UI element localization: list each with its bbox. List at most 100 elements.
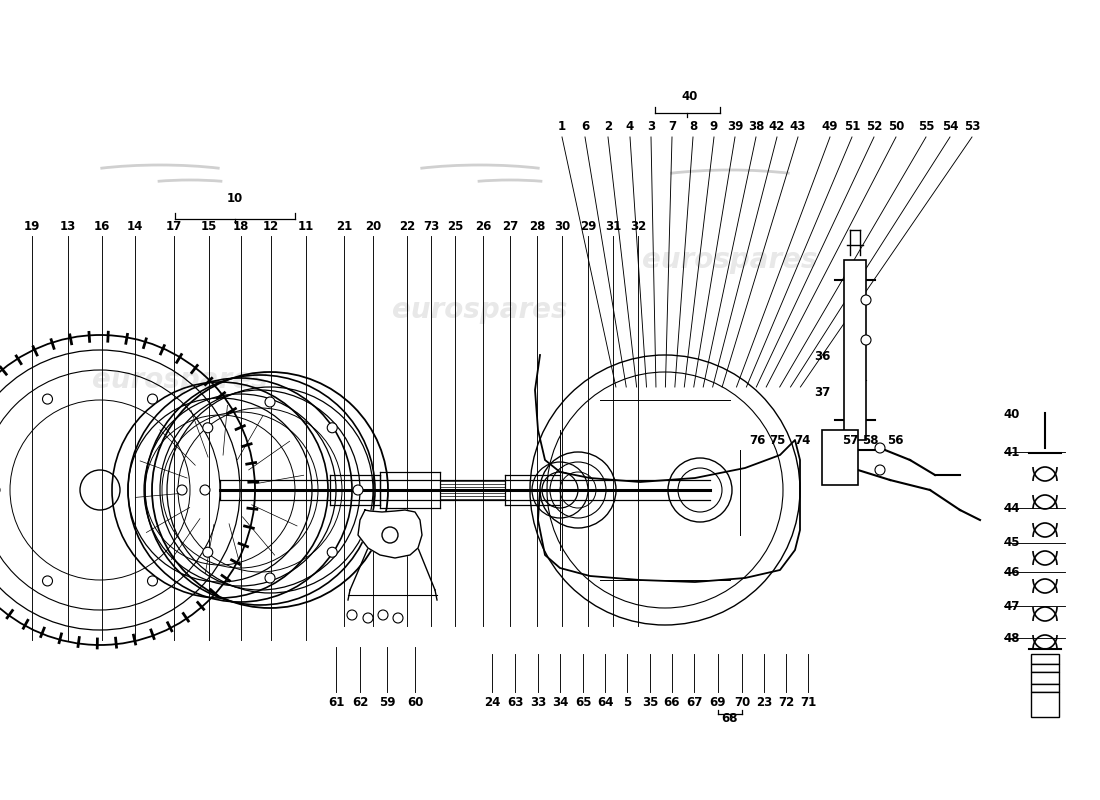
Circle shape (43, 394, 53, 404)
Text: 20: 20 (365, 219, 381, 233)
Text: eurospares: eurospares (393, 296, 568, 324)
Text: 9: 9 (710, 121, 718, 134)
Text: 73: 73 (422, 219, 439, 233)
Text: 10: 10 (227, 193, 243, 206)
Text: 54: 54 (942, 121, 958, 134)
Bar (1031, 672, 1059, 684)
Text: 62: 62 (352, 695, 368, 709)
Text: 14: 14 (126, 219, 143, 233)
Bar (1031, 654, 1059, 664)
Text: 71: 71 (800, 695, 816, 709)
Text: 11: 11 (298, 219, 315, 233)
Text: 47: 47 (1004, 599, 1020, 613)
Text: 66: 66 (663, 695, 680, 709)
Text: 15: 15 (201, 219, 217, 233)
Circle shape (363, 613, 373, 623)
Text: eurospares: eurospares (92, 366, 267, 394)
Text: 37: 37 (814, 386, 830, 399)
Text: 40: 40 (1004, 409, 1020, 422)
Text: 23: 23 (756, 695, 772, 709)
Text: 32: 32 (630, 219, 646, 233)
Text: 33: 33 (530, 695, 546, 709)
Text: 45: 45 (1003, 537, 1021, 550)
Text: 27: 27 (502, 219, 518, 233)
Bar (1031, 684, 1059, 692)
Text: 75: 75 (769, 434, 785, 446)
Text: 65: 65 (574, 695, 592, 709)
Circle shape (327, 547, 338, 558)
Text: 60: 60 (407, 695, 424, 709)
Text: 19: 19 (24, 219, 41, 233)
Text: 69: 69 (710, 695, 726, 709)
Polygon shape (535, 355, 800, 582)
Circle shape (353, 485, 363, 495)
Text: 57: 57 (842, 434, 858, 446)
Circle shape (202, 422, 212, 433)
Text: 51: 51 (844, 121, 860, 134)
Circle shape (202, 547, 212, 558)
Circle shape (177, 485, 187, 495)
Text: 17: 17 (166, 219, 183, 233)
Text: 56: 56 (887, 434, 903, 446)
Text: 58: 58 (861, 434, 878, 446)
Circle shape (147, 576, 157, 586)
Text: 49: 49 (822, 121, 838, 134)
Text: 35: 35 (641, 695, 658, 709)
Text: 7: 7 (668, 121, 676, 134)
Text: 30: 30 (554, 219, 570, 233)
Text: 64: 64 (596, 695, 614, 709)
Text: 50: 50 (888, 121, 904, 134)
Circle shape (378, 610, 388, 620)
Circle shape (346, 610, 358, 620)
Bar (1031, 664, 1059, 672)
Text: 6: 6 (581, 121, 590, 134)
Text: 28: 28 (529, 219, 546, 233)
Text: 40: 40 (682, 90, 698, 103)
Text: 18: 18 (233, 219, 250, 233)
Text: 22: 22 (399, 219, 415, 233)
Text: 21: 21 (336, 219, 352, 233)
Circle shape (43, 576, 53, 586)
Text: 13: 13 (59, 219, 76, 233)
Text: 46: 46 (1003, 566, 1021, 578)
Text: 68: 68 (722, 711, 738, 725)
Text: 63: 63 (507, 695, 524, 709)
Circle shape (382, 527, 398, 543)
Text: 70: 70 (734, 695, 750, 709)
Circle shape (327, 422, 338, 433)
Text: 34: 34 (552, 695, 569, 709)
Text: 42: 42 (769, 121, 785, 134)
Text: 38: 38 (748, 121, 764, 134)
Text: 2: 2 (604, 121, 612, 134)
Circle shape (874, 443, 886, 453)
Text: eurospares: eurospares (642, 246, 817, 274)
Bar (822, 430, 858, 485)
Text: 8: 8 (689, 121, 697, 134)
Text: 5: 5 (623, 695, 631, 709)
Text: 41: 41 (1004, 446, 1020, 458)
Text: 16: 16 (94, 219, 110, 233)
Circle shape (874, 465, 886, 475)
Circle shape (861, 335, 871, 345)
Text: 25: 25 (447, 219, 463, 233)
Circle shape (200, 485, 210, 495)
Text: 76: 76 (749, 434, 766, 446)
Polygon shape (358, 510, 422, 558)
Text: 26: 26 (475, 219, 492, 233)
Text: 44: 44 (1003, 502, 1021, 514)
Text: 53: 53 (964, 121, 980, 134)
Text: 72: 72 (778, 695, 794, 709)
Text: 74: 74 (794, 434, 811, 446)
Text: 1: 1 (558, 121, 566, 134)
Text: 12: 12 (263, 219, 279, 233)
Circle shape (147, 394, 157, 404)
Circle shape (265, 397, 275, 407)
Text: eurospares: eurospares (562, 516, 738, 544)
Text: 3: 3 (647, 121, 656, 134)
Text: 67: 67 (685, 695, 702, 709)
Text: 43: 43 (790, 121, 806, 134)
Text: 24: 24 (484, 695, 500, 709)
Text: 4: 4 (626, 121, 634, 134)
Text: 55: 55 (917, 121, 934, 134)
Text: 39: 39 (727, 121, 744, 134)
